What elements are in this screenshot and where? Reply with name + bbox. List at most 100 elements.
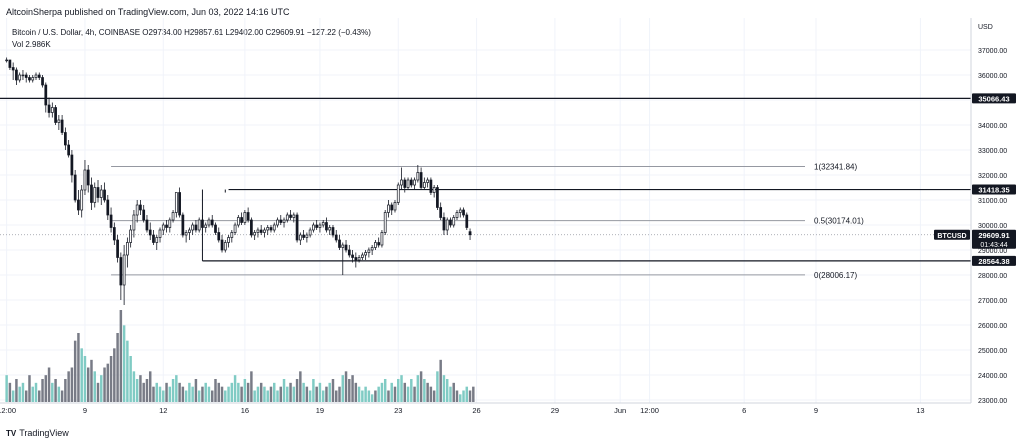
volume-bar [122,325,126,402]
volume-bar [152,386,155,402]
volume-bar [227,386,230,402]
candle-body [445,219,449,231]
volume-bar [18,386,21,402]
volume-bar [397,379,400,402]
candle-body [15,69,18,81]
volume-bar [318,382,322,402]
candle-body [119,257,123,286]
candle-body [259,229,263,233]
volume-bar [168,386,172,402]
y-tick-label: 31000.00 [978,198,1007,205]
volume-bar [374,390,377,402]
volume-bar [204,382,207,402]
volume-bar [367,390,371,402]
volume-bar [445,379,449,402]
candle-body [380,232,384,246]
volume-bar [321,390,325,402]
volume-bar [344,371,348,402]
volume-bar [100,375,103,402]
volume-bar [302,382,305,402]
volume-bar [106,363,110,402]
candle-body [341,244,345,248]
volume-bar [181,386,185,402]
volume-bar [109,356,113,402]
volume-bar [34,382,38,402]
candle-body [370,247,374,251]
candle-body [161,224,165,231]
volume-bar [308,390,312,402]
volume-bar [380,382,384,402]
volume-bar [387,390,390,402]
volume-bar [295,379,299,402]
candle-body [139,204,142,211]
x-tick-label: 9 [814,406,818,415]
candle-body [64,132,67,146]
candle-body [148,229,152,236]
y-tick-label: 34000.00 [978,123,1007,130]
published-line: AltcoinSherpa published on TradingView.c… [6,7,290,17]
x-tick-label: 12 [159,406,167,415]
grid [0,18,971,403]
volume-bar [282,379,286,402]
candle-body [344,244,348,251]
volume-bar [178,382,181,402]
candle-body [429,179,433,193]
y-tick-label: 23000.00 [978,398,1007,405]
candle-body [426,179,429,183]
volume-bar [191,386,194,402]
candle-body [393,202,397,211]
candle-body [168,219,172,228]
volume-bars [5,310,475,402]
volume-bar [224,390,227,402]
level-price-tag-text: 28564.38 [978,257,1009,266]
volume-bar [210,390,214,402]
y-tick-label: 37000.00 [978,48,1007,55]
volume-bar [413,386,416,402]
candle-body [47,104,51,113]
volume-bar [31,386,34,402]
candle-body [90,184,93,203]
volume-bar [139,375,142,402]
volume-bar [80,348,83,402]
candle-body [282,219,286,223]
candle-body [73,174,77,201]
volume-bar [442,375,446,402]
candle-body [191,224,195,231]
candle-body [295,214,299,241]
candle-body [406,179,410,188]
candle-body [302,234,305,238]
tradingview-brand: TV TradingView [6,428,69,438]
volume-bar [410,379,413,402]
candle-body [246,212,250,221]
candle-body [331,227,335,236]
candle-body [321,222,325,226]
candle-body [103,189,106,201]
candle-body [266,227,270,231]
candle-body [357,257,361,261]
volume-bar [41,379,44,402]
volume-bar [194,379,198,402]
volume-bar [299,371,302,402]
volume-bar [175,375,178,402]
price-tags: 35066.43 31418.35 28564.38 BTCUSD 29609.91 01… [934,93,1016,266]
volume-bar [83,356,87,402]
candle-body [403,179,407,188]
candle-body [269,227,273,231]
candle-body [60,119,64,133]
candle-body [236,217,240,226]
volume-bar [289,382,292,402]
volume-bar [217,382,221,402]
volume-bar [286,386,289,402]
candle-body [298,234,302,241]
candle-body [31,77,35,81]
x-tick-label: 16 [241,406,249,415]
candle-body [184,232,188,236]
volume-bar [44,375,48,402]
candle-body [409,179,413,186]
candle-body [67,144,71,156]
candle-body [188,229,191,233]
volume-bar [214,379,217,402]
candle-body [289,214,292,218]
volume-bar [253,390,256,402]
